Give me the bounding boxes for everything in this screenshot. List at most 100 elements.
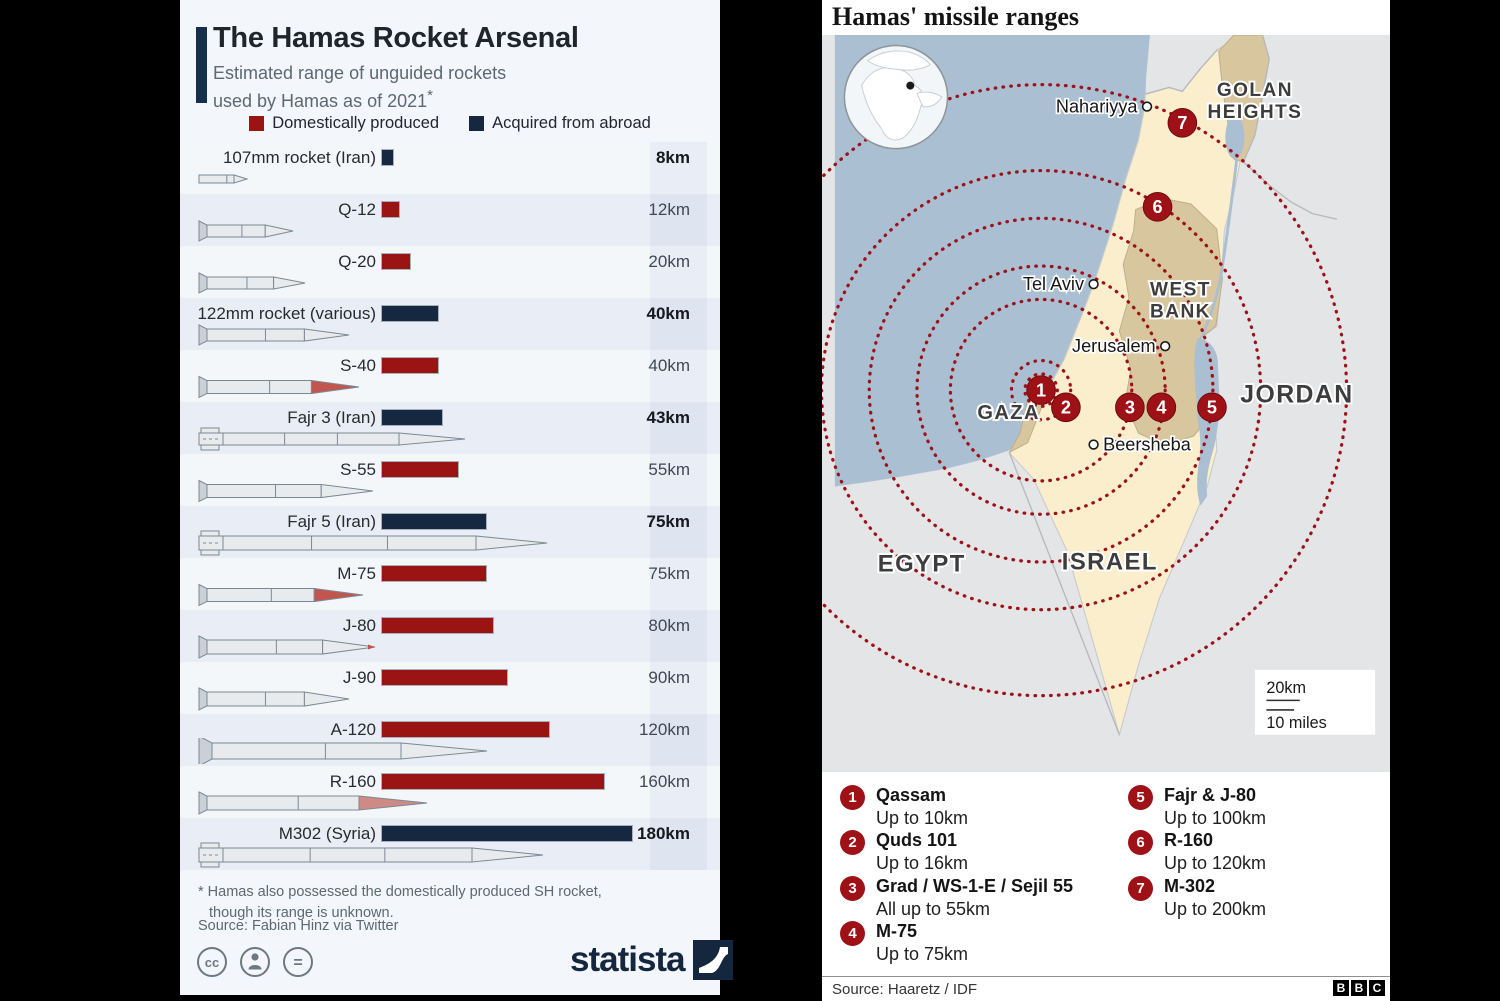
range-value-label: 180km — [637, 824, 690, 843]
chart-row: J-80 80km — [180, 610, 720, 662]
rocket-name-label: R-160 — [329, 772, 376, 791]
region-label: GOLAN — [1217, 80, 1293, 101]
bbc-logo-block: B — [1333, 980, 1349, 996]
range-ring — [1009, 358, 1073, 422]
map-legend: 1 Qassam Up to 10km 2 Quds 101 Up to 16km 3 Gra… — [822, 772, 1390, 976]
legend-marker-number: 2 — [840, 830, 865, 855]
city-dot — [1088, 439, 1099, 450]
equal-license-icon: = — [283, 947, 313, 977]
range-bar — [381, 565, 488, 582]
svg-text:10 miles: 10 miles — [1266, 714, 1326, 732]
missile-range: Up to 16km — [876, 852, 969, 873]
range-value-label: 40km — [648, 356, 690, 375]
globe-inset-icon — [843, 44, 949, 150]
range-value-label: 55km — [648, 460, 690, 479]
map-title: Hamas' missile ranges — [832, 2, 1079, 31]
range-bar — [381, 773, 606, 790]
chart-subtitle-line2: used by Hamas as of 2021 — [213, 90, 428, 111]
legend-swatch-domestic — [249, 116, 265, 131]
chart-row: S-40 40km — [180, 350, 720, 402]
rocket-name-label: 107mm rocket (Iran) — [222, 148, 376, 167]
range-bar — [381, 669, 509, 686]
map-marker: 2 — [1051, 392, 1081, 423]
range-value-label: 20km — [648, 252, 690, 271]
bbc-missile-range-map-panel: Hamas' missile ranges GOLAN HEIGHTS WEST BA… — [822, 0, 1390, 1001]
map-scale: 20km 10 miles — [1254, 669, 1376, 735]
map-source: Source: Haaretz / IDF — [832, 981, 978, 998]
range-ring — [948, 297, 1134, 483]
map-marker: 5 — [1197, 392, 1227, 423]
legend-marker-number: 1 — [840, 785, 865, 810]
missile-range: Up to 200km — [1164, 898, 1267, 919]
chart-source: Source: Fabian Hinz via Twitter — [198, 918, 399, 934]
missile-name: Qassam — [876, 785, 947, 805]
chart-row: Q-12 12km — [180, 194, 720, 246]
city-dot — [1088, 278, 1099, 290]
legend-item-domestic: Domestically produced — [249, 114, 439, 133]
range-value-band — [650, 766, 707, 818]
range-value-label: 90km — [648, 668, 690, 687]
chart-legend: Domestically produced Acquired from abro… — [180, 114, 720, 133]
svg-text:1: 1 — [1036, 380, 1046, 400]
statista-rocket-chart-panel: The Hamas Rocket Arsenal Estimated range… — [180, 0, 733, 995]
footnote-asterisk: * — [427, 86, 433, 104]
rocket-name-label: J-80 — [342, 616, 376, 635]
range-bar — [381, 201, 400, 218]
missile-legend-item: 5 Fajr & J-80 Up to 100km — [1128, 784, 1266, 830]
range-value-band — [650, 818, 707, 870]
statista-logo: statista — [570, 940, 733, 980]
sea-of-galilee — [1225, 115, 1245, 160]
chart-row: S-55 55km — [180, 454, 720, 506]
rocket-illustration — [198, 738, 488, 764]
region-label: ISRAEL — [1062, 549, 1158, 576]
range-value-band — [650, 714, 707, 766]
range-bar — [381, 461, 460, 478]
missile-range: Up to 75km — [876, 943, 969, 964]
legend-swatch-abroad — [469, 116, 485, 131]
range-ring — [822, 83, 1349, 698]
chart-row: Q-20 20km — [180, 246, 720, 298]
rocket-illustration — [198, 791, 428, 815]
range-value-label: 75km — [648, 564, 690, 583]
rocket-illustration — [198, 272, 306, 294]
range-bar — [381, 149, 395, 166]
svg-text:7: 7 — [1177, 113, 1187, 133]
map-marker: 6 — [1142, 192, 1173, 222]
range-value-label: 12km — [648, 200, 690, 219]
city-label: Jerusalem — [1072, 336, 1156, 356]
city-dot — [1141, 101, 1153, 112]
legend-marker-number: 4 — [840, 921, 865, 946]
legend-marker-number: 7 — [1128, 876, 1153, 901]
svg-text:20km: 20km — [1266, 679, 1306, 697]
range-bar — [381, 305, 439, 322]
missile-name: M-302 — [1164, 876, 1216, 896]
range-value-band — [650, 662, 707, 714]
svg-text:2: 2 — [1061, 398, 1071, 418]
range-value-band — [650, 194, 707, 246]
rocket-name-label: M-75 — [337, 564, 376, 583]
missile-range: Up to 10km — [876, 807, 969, 828]
chart-subtitle-line1: Estimated range of unguided rockets — [213, 63, 507, 83]
city-label: Nahariyya — [1056, 96, 1139, 116]
rocket-name-label: S-40 — [340, 356, 376, 375]
region-label: HEIGHTS — [1208, 102, 1303, 123]
map-marker: 1 — [1026, 375, 1056, 405]
rocket-name-label: Fajr 3 (Iran) — [287, 408, 376, 427]
chart-footnote: * Hamas also possessed the domestically … — [198, 882, 602, 924]
range-bar — [381, 409, 443, 426]
chart-row: M302 (Syria) 180km — [180, 818, 720, 870]
svg-text:5: 5 — [1207, 398, 1217, 418]
rocket-name-label: 122mm rocket (various) — [197, 304, 376, 323]
jordan-river — [1200, 158, 1239, 339]
range-bar — [381, 721, 550, 738]
range-value-band — [650, 298, 707, 350]
svg-text:cc: cc — [205, 955, 219, 970]
rocket-illustration — [198, 842, 544, 868]
range-value-label: 40km — [646, 304, 690, 323]
city-label: Tel Aviv — [1023, 274, 1084, 294]
legend-marker-number: 3 — [840, 876, 865, 901]
rocket-name-label: Q-20 — [338, 252, 376, 271]
rocket-illustration — [198, 635, 376, 659]
map-marker: 3 — [1115, 392, 1145, 423]
